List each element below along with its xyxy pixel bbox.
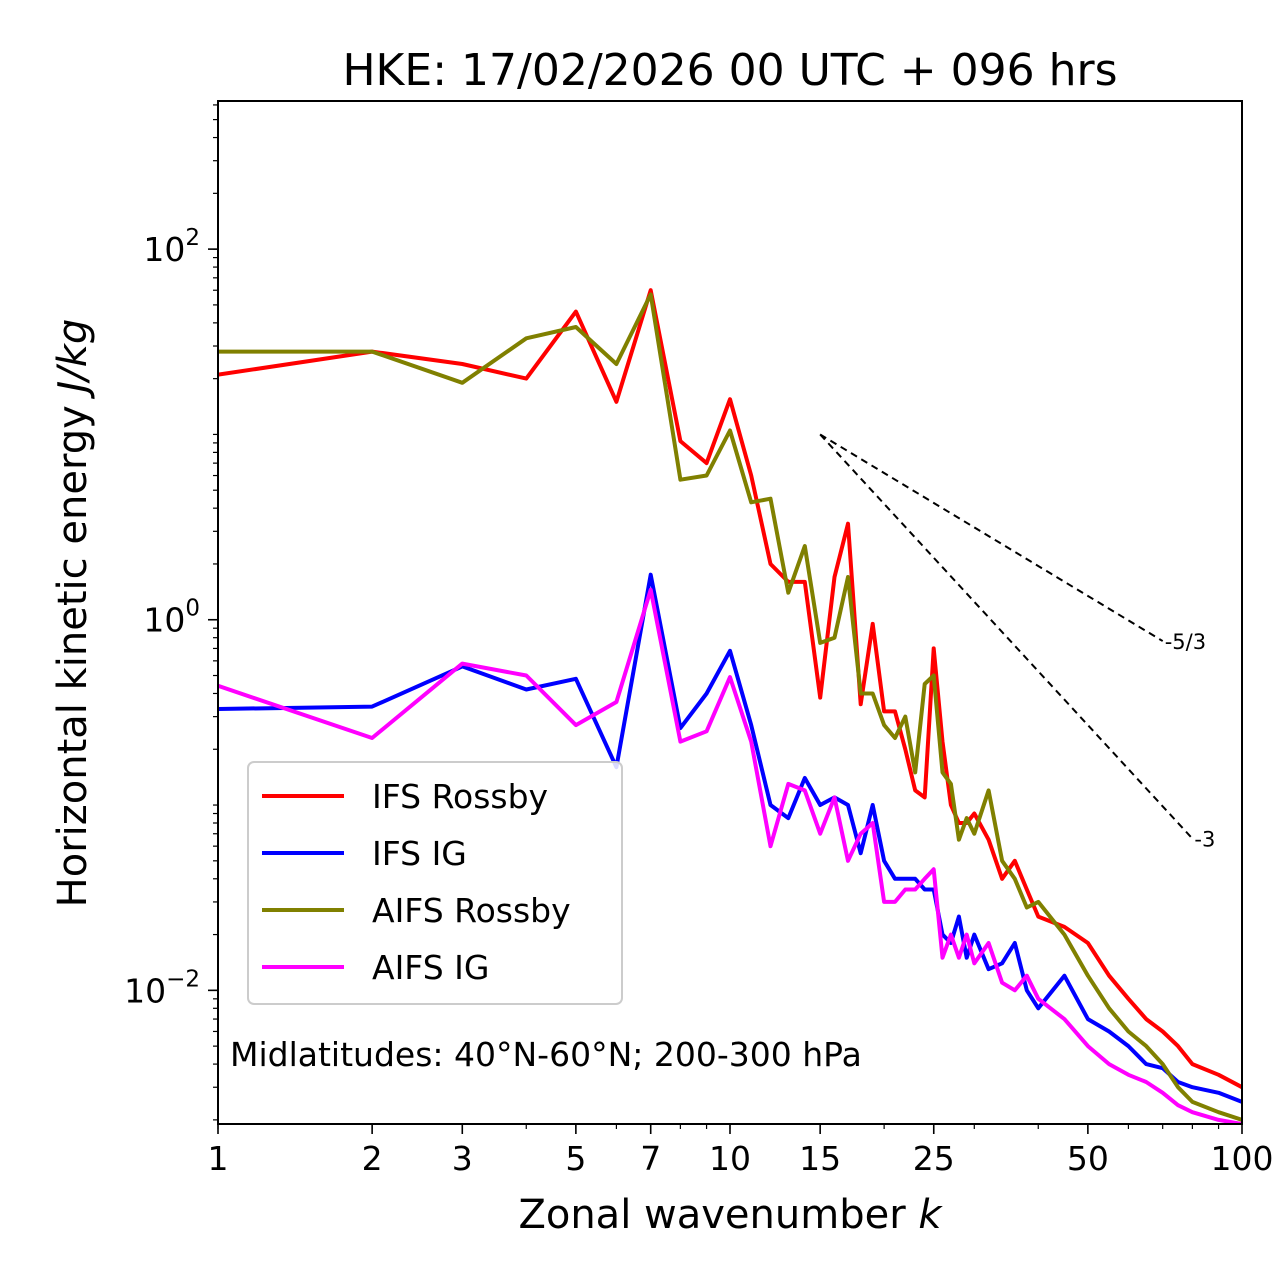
slope-label: -3 <box>1194 828 1215 852</box>
series-line-aifs-rossby <box>218 292 1242 1122</box>
x-tick-label: 5 <box>565 1139 586 1178</box>
x-tick-label: 25 <box>913 1139 955 1178</box>
slope-line <box>819 433 1194 840</box>
y-tick-label: 102 <box>143 225 200 269</box>
x-tick-label: 100 <box>1211 1139 1274 1178</box>
slope-label: -5/3 <box>1165 630 1206 654</box>
x-tick-label: 15 <box>799 1139 841 1178</box>
legend-box <box>247 761 623 1005</box>
series-layer <box>218 288 1242 1124</box>
legend-label: IFS IG <box>372 834 467 873</box>
x-tick-label: 10 <box>709 1139 751 1178</box>
annotation-region: Midlatitudes: 40°N-60°N; 200-300 hPa <box>230 1035 862 1074</box>
y-tick-label: 100 <box>143 596 200 640</box>
x-tick-label: 50 <box>1067 1139 1109 1178</box>
chart-title: HKE: 17/02/2026 00 UTC + 096 hrs <box>342 45 1117 96</box>
plot-frame <box>217 100 1243 1125</box>
series-line-ifs-ig <box>218 572 1242 1104</box>
legend-label: AIFS Rossby <box>372 891 571 930</box>
tick-layer: 1 2 3 5 7 10 15 25 50 100 102 100 10−2 <box>124 104 1274 1178</box>
y-axis-label: Horizontal kinetic energy J/kg <box>50 319 96 908</box>
x-tick-label: 2 <box>362 1139 383 1178</box>
x-tick-label: 7 <box>640 1139 661 1178</box>
series-line-ifs-rossby <box>218 288 1242 1090</box>
slope-line <box>819 433 1164 642</box>
reference-slopes: -5/3 -3 <box>819 433 1215 852</box>
legend: IFS Rossby IFS IG AIFS Rossby AIFS IG <box>247 761 623 1005</box>
x-tick-label: 1 <box>208 1139 229 1178</box>
x-axis-label: Zonal wavenumber k <box>518 1192 943 1238</box>
legend-label: IFS Rossby <box>372 777 548 816</box>
series-line-aifs-ig <box>218 587 1242 1124</box>
legend-label: AIFS IG <box>372 948 489 987</box>
x-tick-label: 3 <box>452 1139 473 1178</box>
y-tick-label: 10−2 <box>124 966 200 1010</box>
